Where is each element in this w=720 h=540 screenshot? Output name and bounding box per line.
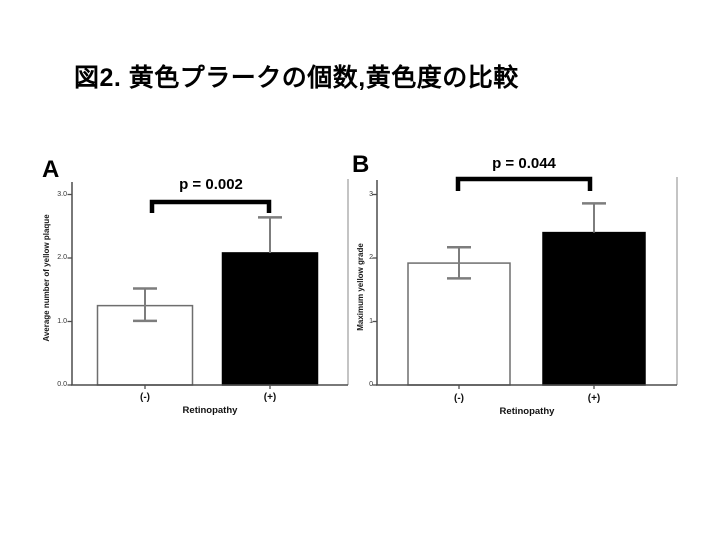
y-tick-label: 2	[369, 254, 373, 261]
panel-label-a: A	[42, 156, 60, 183]
x-category-label: (-)	[140, 392, 150, 403]
y-tick-label: 3	[369, 191, 373, 198]
bar-a-1	[221, 252, 319, 386]
significance-bracket	[455, 176, 593, 191]
panel-label-b: B	[352, 151, 370, 178]
x-axis-label-a: Retinopathy	[182, 405, 238, 416]
p-value-label-a: p = 0.002	[179, 176, 243, 193]
bar-b-0	[407, 262, 511, 386]
y-tick-label: 1.0	[57, 318, 67, 325]
y-tick-label: 3.0	[57, 191, 67, 198]
y-tick-label: 0	[369, 381, 373, 388]
x-category-label: (+)	[263, 392, 277, 403]
p-value-label-b: p = 0.044	[492, 155, 556, 172]
y-tick-label: 0.0	[57, 381, 67, 388]
x-category-label: (+)	[587, 393, 601, 404]
y-tick-label: 1	[369, 318, 373, 325]
significance-bracket	[149, 199, 272, 213]
x-axis-label-b: Retinopathy	[499, 406, 555, 417]
y-tick-label: 2.0	[57, 254, 67, 261]
slide-title: 図2. 黄色プラークの個数,黄色度の比較	[74, 64, 519, 92]
x-category-label: (-)	[454, 393, 464, 404]
bar-b-1	[542, 231, 646, 386]
